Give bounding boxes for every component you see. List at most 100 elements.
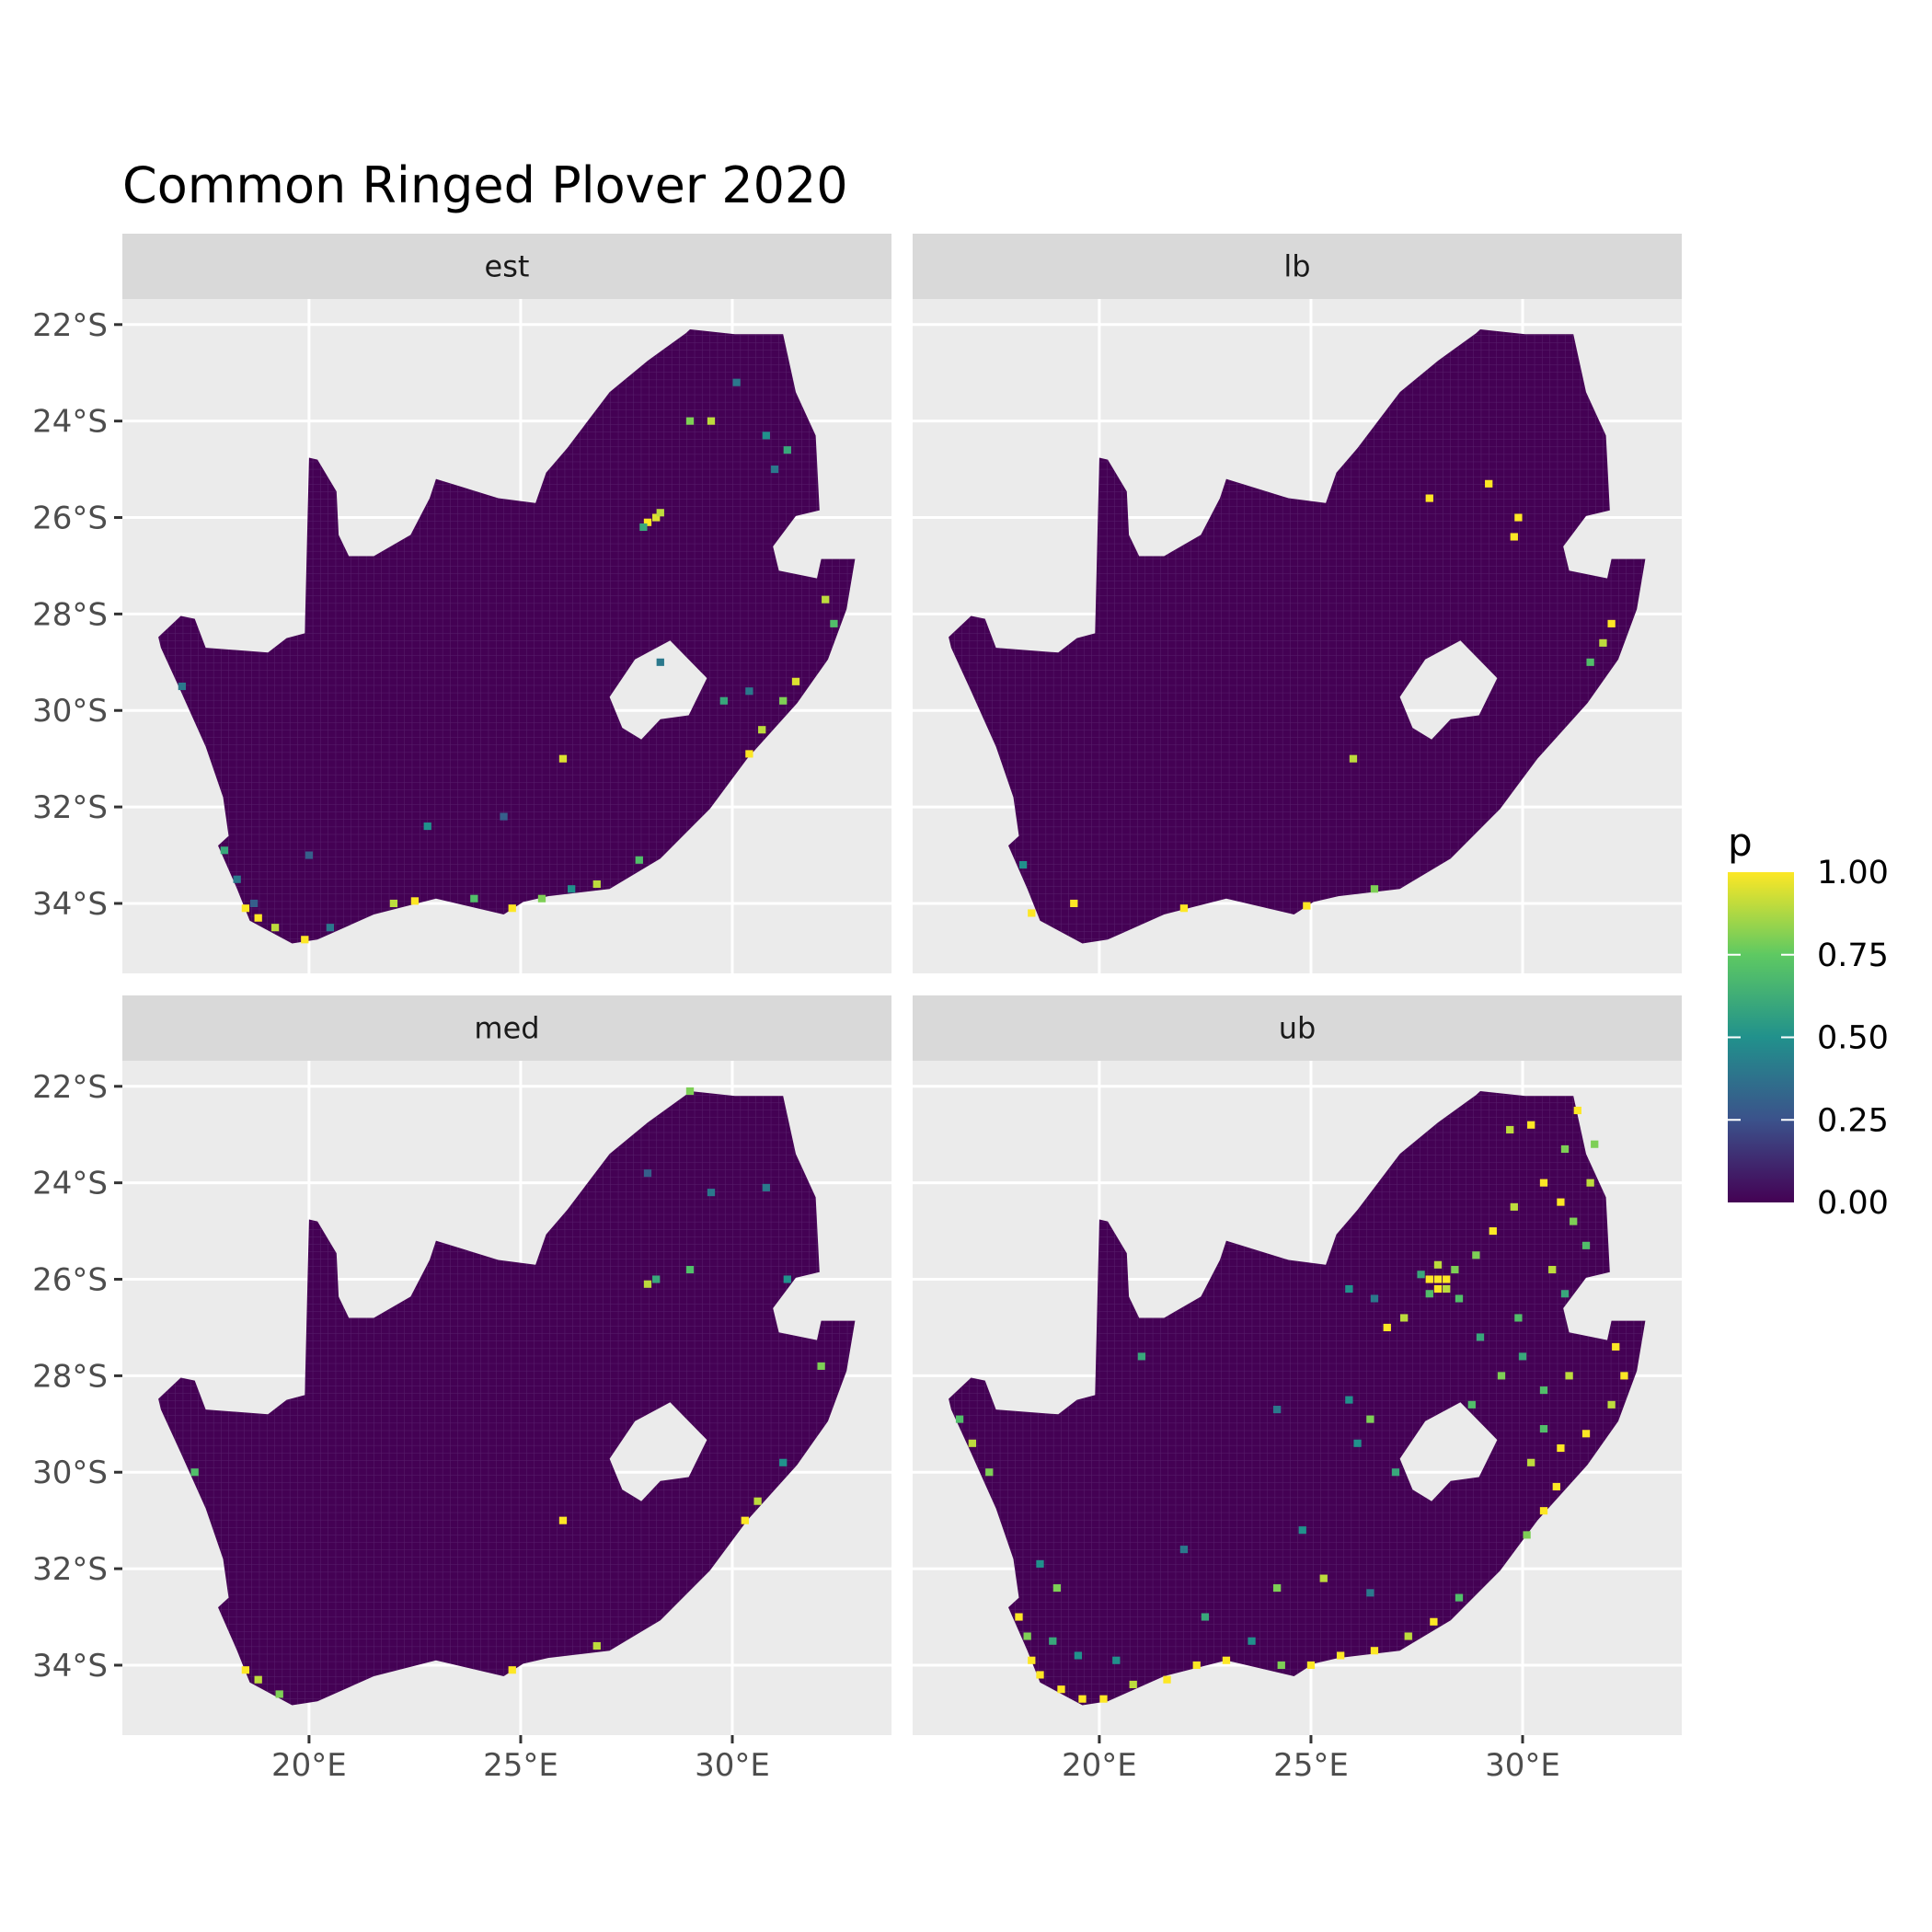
- raster-cell: [741, 1516, 749, 1524]
- raster-cell: [1433, 1284, 1443, 1294]
- raster-cell: [1366, 1589, 1374, 1597]
- raster-cell: [1514, 1314, 1523, 1322]
- raster-cell: [1319, 1574, 1328, 1582]
- raster-cell: [685, 417, 695, 425]
- raster-cell: [779, 696, 788, 705]
- raster-cell: [1129, 1680, 1137, 1688]
- facet-strip-label: est: [485, 249, 530, 284]
- raster-cell: [732, 378, 741, 386]
- raster-cell: [1015, 1613, 1023, 1621]
- raster-cell: [1472, 1251, 1480, 1259]
- facet-panel-med: med 22°S 24°S 26°S 28°S 30°S 32°S 34°S 20°E 25°E 3…: [32, 995, 891, 1784]
- raster-cell: [1557, 1443, 1565, 1453]
- y-tick-label: 24°S: [32, 1166, 108, 1202]
- raster-cell: [1560, 1144, 1570, 1154]
- raster-cell: [758, 726, 766, 734]
- raster-cell: [791, 677, 800, 685]
- raster-cell: [745, 750, 753, 758]
- y-tick-label: 30°S: [32, 1455, 108, 1491]
- raster-cell: [1443, 1275, 1451, 1283]
- raster-cell: [270, 924, 280, 932]
- raster-cell: [1337, 1651, 1345, 1660]
- raster-cell: [1036, 1559, 1044, 1568]
- raster-cell: [1539, 1507, 1548, 1515]
- raster-cell: [1425, 1275, 1433, 1283]
- raster-cell: [249, 899, 259, 908]
- raster-cell: [301, 936, 309, 944]
- raster-cell: [719, 696, 728, 705]
- raster-cell: [1586, 658, 1594, 666]
- raster-cell: [1599, 638, 1607, 647]
- y-tick-label: 22°S: [32, 307, 108, 344]
- raster-cell: [1570, 1217, 1578, 1225]
- y-tick-label: 28°S: [32, 596, 108, 633]
- facet-panel-lb: lb: [913, 234, 1682, 973]
- raster-cell: [470, 894, 478, 903]
- raster-cell: [233, 875, 241, 883]
- raster-cell: [1112, 1656, 1121, 1664]
- y-tick-label: 30°S: [32, 693, 108, 730]
- raster-cell: [656, 658, 664, 666]
- raster-cell: [1455, 1294, 1464, 1303]
- raster-cell: [1192, 1661, 1201, 1670]
- facet-strip: [122, 995, 891, 1061]
- raster-cell: [1581, 1430, 1591, 1438]
- raster-cell: [1404, 1632, 1412, 1640]
- legend-tick-label: 1.00: [1817, 855, 1889, 891]
- raster-cell: [1028, 1656, 1036, 1664]
- raster-cell: [707, 417, 716, 425]
- raster-cell: [1391, 1468, 1400, 1477]
- x-tick-label: 20°E: [271, 1747, 347, 1784]
- x-tick-label: 20°E: [1062, 1747, 1137, 1784]
- raster-cell-grid: [949, 1091, 1646, 1706]
- raster-cell: [1510, 1202, 1518, 1211]
- raster-cell: [1455, 1593, 1464, 1602]
- raster-cell: [770, 466, 779, 474]
- facet-panel-ub: ub 20°E 25°E 30°E: [913, 995, 1682, 1784]
- raster-cell: [1417, 1271, 1425, 1279]
- raster-cell: [1353, 1439, 1362, 1447]
- raster-cell: [1506, 1125, 1514, 1134]
- raster-cell: [1349, 754, 1358, 763]
- raster-cell: [1370, 1647, 1379, 1655]
- legend-tick-label: 0.50: [1817, 1020, 1889, 1057]
- raster-cell: [1222, 1656, 1231, 1664]
- raster-cell: [1514, 513, 1523, 522]
- raster-cell: [1370, 1294, 1379, 1303]
- facet-panel-est: est 22°S 24°S 26°S 28°S 30°S 32°S 34°S: [32, 234, 891, 973]
- raster-cell: [652, 513, 661, 522]
- raster-cell: [1070, 899, 1078, 908]
- y-tick-label: 34°S: [32, 1648, 108, 1685]
- raster-cell: [1557, 1198, 1565, 1206]
- raster-cell: [830, 619, 838, 627]
- raster-cell: [220, 846, 229, 855]
- raster-cell: [508, 904, 516, 913]
- raster-cell: [537, 894, 546, 903]
- raster-cell: [1345, 1284, 1353, 1294]
- legend-tick-label: 0.25: [1817, 1102, 1889, 1139]
- y-tick-label: 32°S: [32, 1551, 108, 1588]
- raster-cell: [762, 431, 770, 440]
- raster-cell: [1523, 1531, 1531, 1539]
- raster-cell: [423, 822, 431, 831]
- colorbar-legend: p 1.00 0.75 0.50 0.25 0.00: [1728, 820, 1889, 1222]
- raster-cell: [508, 1666, 516, 1674]
- raster-cell: [753, 1497, 762, 1505]
- raster-cell: [707, 1189, 716, 1197]
- raster-cell: [1370, 885, 1379, 893]
- raster-cell: [558, 754, 568, 763]
- raster-cell: [1497, 1372, 1506, 1380]
- raster-cell: [1057, 1685, 1065, 1694]
- raster-cell: [745, 687, 753, 696]
- raster-cell: [635, 856, 643, 864]
- raster-cell: [643, 1169, 652, 1178]
- raster-cell: [275, 1690, 283, 1698]
- raster-cell: [1201, 1613, 1210, 1621]
- raster-cell: [178, 682, 187, 691]
- raster-cell: [1163, 1675, 1171, 1684]
- raster-cell: [955, 1415, 964, 1423]
- raster-cell: [1451, 1265, 1459, 1274]
- raster-cell: [1607, 619, 1616, 627]
- raster-cell: [1433, 1275, 1443, 1283]
- raster-cell: [822, 595, 830, 604]
